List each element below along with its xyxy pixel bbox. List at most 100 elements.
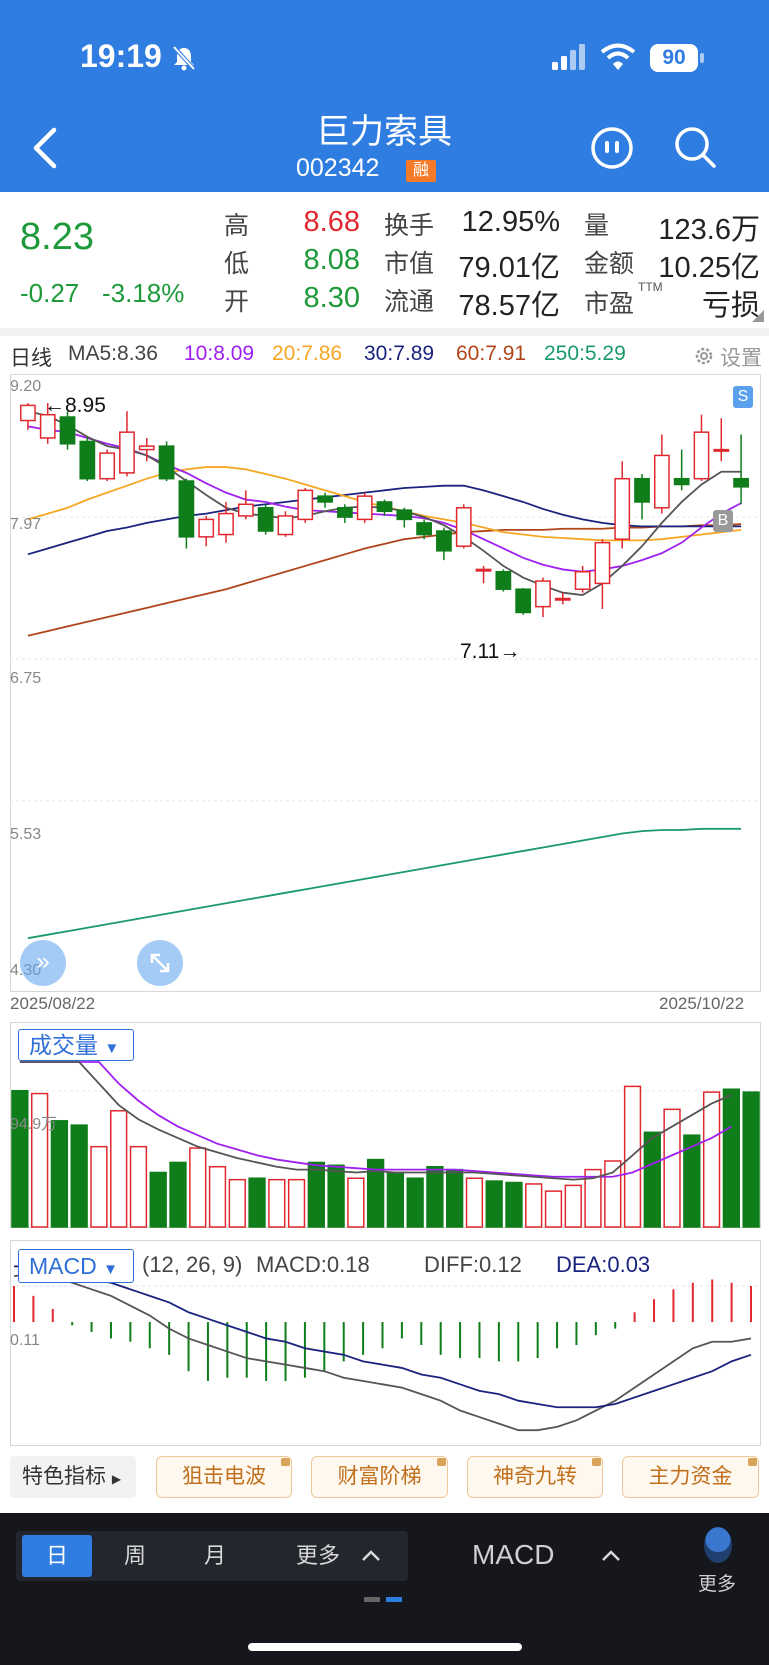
period-day-button[interactable]: 日 (22, 1535, 92, 1577)
expand-corner-icon[interactable] (752, 310, 764, 322)
candle-body (158, 445, 175, 480)
marker-s[interactable]: S (733, 386, 753, 408)
macd-chart[interactable] (0, 1240, 769, 1446)
float-label: 流通 (384, 288, 435, 316)
volume-bar (169, 1161, 187, 1228)
candle-body (297, 489, 314, 521)
indicator-menu-button[interactable]: 特色指标 ▶ (10, 1456, 136, 1498)
lock-icon (437, 1458, 446, 1466)
candle-body (138, 445, 155, 451)
candle-body (475, 568, 492, 572)
period-month-button[interactable]: 月 (203, 1543, 226, 1568)
quote-panel: 8.23 -0.27 -3.18% 高 8.68 低 8.08 开 8.30 换… (0, 192, 769, 328)
dropdown-triangle-icon: ▼ (104, 1040, 120, 1057)
candle-body (455, 507, 472, 547)
dea-line (14, 1265, 752, 1409)
dropdown-triangle-icon: ▼ (103, 1261, 118, 1278)
diff-value: DIFF:0.12 (424, 1252, 522, 1277)
macd-indicator-selector[interactable]: MACD ▼ (18, 1249, 134, 1283)
fullscreen-icon (150, 953, 170, 973)
indicator-switch-label[interactable]: MACD (472, 1539, 555, 1570)
pill-sniper-wave[interactable]: 狙击电波 (156, 1456, 292, 1498)
volume-bar (129, 1145, 148, 1228)
volume-bar (208, 1165, 227, 1228)
candle-body (495, 571, 512, 590)
marker-b[interactable]: B (713, 510, 733, 532)
dea-value: DEA:0.03 (556, 1252, 651, 1277)
macd-value: MACD:0.18 (256, 1252, 370, 1277)
battery-level: 90 (662, 46, 686, 69)
candle-body (554, 597, 571, 601)
app-header: 19:19 90 巨力索具 002342 融 (0, 0, 769, 192)
pe-ttm-sup: TTM (638, 280, 663, 294)
ma60-label: 60:7.91 (456, 342, 527, 365)
pe-value: 亏损 (701, 290, 760, 322)
wifi-icon (600, 43, 636, 70)
section-divider (0, 328, 769, 336)
expand-left-button[interactable]: » (20, 940, 66, 986)
pill-main-funds[interactable]: 主力资金 (622, 1456, 759, 1498)
volume-label: 量 (584, 212, 610, 240)
volume-chart[interactable] (0, 1022, 769, 1228)
min-price-note: 7.11→ (460, 640, 521, 663)
bottom-toolbar: 日 周 月 更多 MACD 更多 (0, 1513, 769, 1665)
volume-bar (11, 1089, 29, 1228)
pill-magic-nine[interactable]: 神奇九转 (467, 1456, 603, 1498)
candle-body (693, 431, 710, 480)
candle-body (218, 512, 234, 536)
page-indicator-dot (364, 1597, 380, 1602)
back-icon[interactable] (28, 124, 62, 172)
candle-body (574, 571, 591, 590)
volume-bar (386, 1171, 405, 1228)
page-indicator-dot-active (386, 1597, 402, 1602)
volume-bar (604, 1160, 622, 1228)
candle-body (653, 454, 670, 509)
volume-panel[interactable] (10, 1022, 761, 1228)
chevron-up-icon[interactable] (600, 1545, 622, 1567)
candle-body (99, 452, 116, 480)
volume-bar (268, 1178, 286, 1228)
candle-body (634, 477, 650, 503)
volume-bar (406, 1177, 424, 1228)
search-icon[interactable] (672, 124, 718, 170)
period-week-button[interactable]: 周 (123, 1543, 146, 1568)
kline-chart[interactable] (0, 374, 769, 992)
volume-bar (446, 1168, 464, 1228)
period-more-button[interactable]: 更多 (295, 1543, 340, 1568)
macd-ytick: 0.11 (10, 1332, 40, 1349)
macd-params: (12, 26, 9) (142, 1252, 243, 1277)
candle-body (535, 580, 551, 608)
battery-indicator: 90 (650, 44, 698, 72)
volume-bar (485, 1180, 503, 1228)
open-label: 开 (224, 288, 250, 316)
candle-body (733, 477, 749, 488)
robot-icon[interactable] (590, 126, 634, 170)
macd-indicator-label: MACD (29, 1253, 97, 1279)
volume-indicator-selector[interactable]: 成交量 ▼ (18, 1029, 134, 1061)
ma-legend: 日线 MA5:8.36 10:8.09 20:7.86 30:7.89 60:7… (0, 338, 769, 374)
volume-bar (347, 1177, 365, 1228)
lock-icon (592, 1458, 601, 1466)
macd-panel[interactable] (10, 1240, 761, 1446)
chevron-up-icon[interactable] (360, 1545, 382, 1567)
settings-label[interactable]: 设置 (720, 347, 762, 370)
volume-bar (702, 1091, 721, 1228)
gear-icon[interactable] (692, 344, 716, 368)
volume-ytick: 94.9万 (10, 1116, 58, 1133)
more-avatar-icon[interactable] (704, 1527, 732, 1563)
candle-body (376, 501, 393, 513)
volume-bar (742, 1091, 760, 1228)
pill-wealth-ladder[interactable]: 财富阶梯 (311, 1456, 448, 1498)
volume-bar (643, 1131, 661, 1228)
candle-body (237, 503, 254, 517)
home-indicator (248, 1643, 522, 1651)
kline-panel[interactable] (10, 374, 761, 992)
ytick-1: 7.97 (10, 516, 42, 533)
candle-body (257, 507, 274, 532)
ma10-line (27, 425, 742, 573)
volume-bar (525, 1183, 543, 1228)
candle-body (713, 448, 730, 452)
more-menu-label[interactable]: 更多 (698, 1574, 737, 1595)
candle-body (416, 522, 433, 536)
amount-value: 10.25亿 (658, 252, 760, 284)
